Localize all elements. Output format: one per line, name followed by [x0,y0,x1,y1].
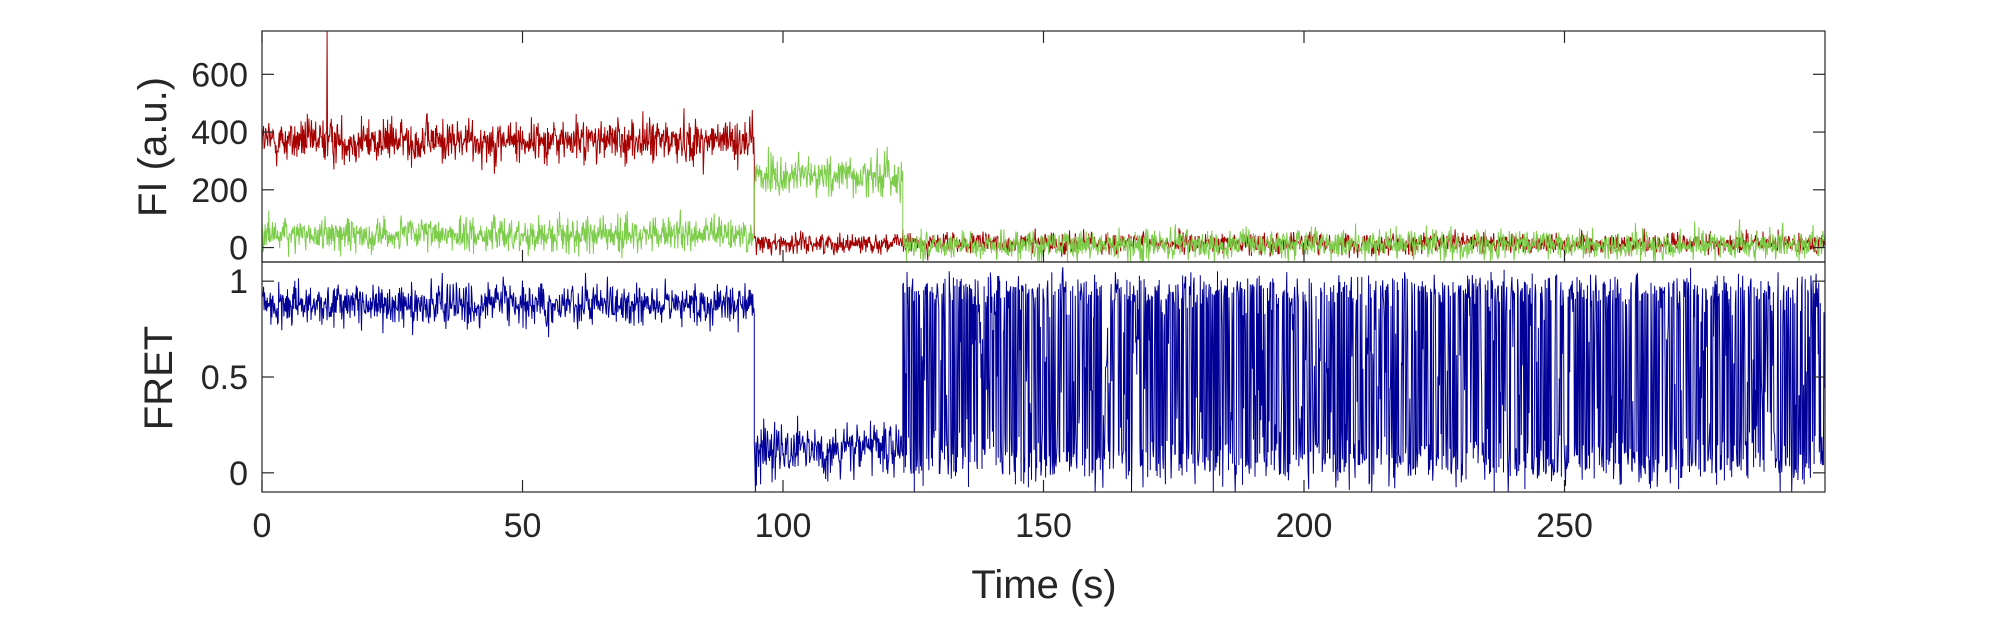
fluorescence-series-group [261,30,1825,263]
time-xtick-label: 0 [253,507,272,545]
fret-series-group [261,267,1825,493]
fluorescence-ytick-label: 0 [229,230,248,268]
fret-y-axis-label: FRET [137,326,181,430]
fluorescence-series-2-line [261,146,1825,263]
fret-ytick-label: 0.5 [201,359,248,397]
fluorescence-ytick-label: 200 [191,172,248,210]
fret-y-ticks: 00.51 [201,263,1825,493]
fluorescence-y-axis-label: FI (a.u.) [131,77,175,217]
time-xtick-label: 50 [504,507,542,545]
fluorescence-series-1-line [261,30,1825,261]
fret-ytick-label: 1 [229,263,248,301]
fret-ytick-label: 0 [229,455,248,493]
time-xtick-label: 200 [1276,507,1333,545]
fret-series-1-line [261,267,1825,493]
fluorescence-ytick-label: 600 [191,56,248,94]
time-xtick-label: 100 [755,507,812,545]
time-xtick-label: 250 [1536,507,1593,545]
fret-panel: 00.51 0 50 100 150 200 250 FRET Time (s) [137,31,1826,607]
fluorescence-ytick-label: 400 [191,114,248,152]
time-xtick-label: 150 [1015,507,1072,545]
time-x-ticks: 0 50 100 150 200 250 [253,31,1593,545]
time-x-axis-label: Time (s) [971,563,1116,607]
fluorescence-panel: 0 200 400 600 FI (a.u.) [131,30,1826,268]
fluorescence-y-ticks: 0 200 400 600 [191,56,1825,268]
